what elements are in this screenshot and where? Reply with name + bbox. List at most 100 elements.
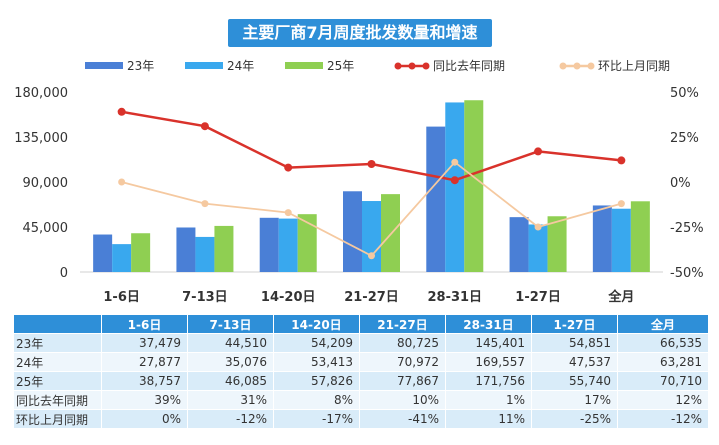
table-row-label: 25年 (13, 371, 102, 391)
table-header-cell: 1-27日 (531, 314, 618, 334)
line-point (617, 156, 626, 165)
bar (592, 205, 612, 272)
bar (630, 201, 650, 272)
legend-label: 同比去年同期 (433, 59, 505, 73)
line-point (367, 160, 376, 168)
line-point (201, 200, 209, 208)
table-cell: 77,867 (359, 371, 446, 391)
table-cell: 44,510 (187, 333, 274, 353)
chart-title: 主要厂商7月周度批发数量和增速 (228, 19, 492, 47)
legend-swatch (587, 62, 595, 70)
table-cell: -17% (273, 409, 360, 429)
table-row-label: 环比上月同期 (13, 409, 102, 429)
data-table: 1-6日 7-13日 14-20日 21-27日 28-31日 1-27日 全月 23年 37… (13, 314, 709, 429)
x-tick-label: 7-13日 (182, 290, 228, 305)
table-header-row: 1-6日 7-13日 14-20日 21-27日 28-31日 1-27日 全月 (13, 314, 709, 334)
table-header-cell: 7-13日 (187, 314, 274, 334)
table-row: 25年 38,757 46,085 57,826 77,867 171,756 55,740… (13, 371, 709, 391)
bar (112, 244, 132, 272)
table-cell: 0% (101, 409, 188, 429)
bar (343, 191, 362, 272)
table-cell: 46,085 (187, 371, 274, 391)
table-cell: 54,209 (273, 333, 360, 353)
bar (611, 208, 631, 272)
bar (464, 100, 484, 272)
table-cell: 10% (359, 390, 446, 410)
line-point (534, 147, 543, 156)
legend-swatch (422, 62, 430, 70)
bar (195, 236, 215, 272)
line-point (534, 223, 542, 231)
table-row: 同比去年同期 39% 31% 8% 10% 1% 17% 12% (13, 390, 709, 410)
legend-label: 环比上月同期 (598, 59, 670, 73)
table-cell: 70,972 (359, 352, 446, 372)
line-point (617, 200, 625, 208)
table-body: 23年 37,479 44,510 54,209 80,725 145,401 54,851… (13, 333, 709, 429)
table-header-cell: 1-6日 (101, 314, 188, 334)
y-left-tick-label: 0 (60, 266, 68, 281)
legend-label: 25年 (327, 59, 354, 73)
table-cell: 1% (445, 390, 532, 410)
table-row-label: 同比去年同期 (13, 390, 102, 410)
bar (528, 224, 548, 272)
table-cell: -41% (359, 409, 446, 429)
legend-swatch (573, 62, 581, 70)
bar (131, 233, 151, 272)
bar (297, 214, 317, 272)
bar (362, 201, 381, 272)
line-point (450, 176, 459, 185)
line-point (451, 158, 459, 166)
table-cell: 39% (101, 390, 188, 410)
table-cell: 35,076 (187, 352, 274, 372)
table-cell: 31% (187, 390, 274, 410)
x-tick-label: 28-31日 (427, 290, 482, 305)
line-point (284, 209, 292, 217)
line-point (117, 107, 126, 116)
table-cell: 169,557 (445, 352, 532, 372)
x-tick-label: 1-6日 (103, 290, 140, 305)
bar (509, 217, 529, 272)
y-right-tick-label: -50% (670, 266, 704, 281)
legend-label: 24年 (227, 59, 254, 73)
table-cell: 27,877 (101, 352, 188, 372)
bar (547, 216, 567, 272)
table-cell: 171,756 (445, 371, 532, 391)
legend-swatch (394, 62, 402, 70)
table-cell: -12% (187, 409, 274, 429)
legend-label: 23年 (127, 59, 154, 73)
table-cell: -25% (531, 409, 618, 429)
line-point (200, 122, 209, 131)
table-cell: 54,851 (531, 333, 618, 353)
table-header-cell: 全月 (617, 314, 709, 334)
legend-swatch (185, 62, 223, 69)
table-cell: 37,479 (101, 333, 188, 353)
y-left-tick-label: 45,000 (23, 221, 69, 236)
table-cell: 66,535 (617, 333, 709, 353)
table-row: 23年 37,479 44,510 54,209 80,725 145,401 54,851… (13, 333, 709, 353)
y-right-tick-label: 0% (670, 176, 691, 191)
bar (381, 194, 400, 272)
table-cell: 17% (531, 390, 618, 410)
table-cell: 11% (445, 409, 532, 429)
table-header-cell: 21-27日 (359, 314, 446, 334)
table-row-label: 24年 (13, 352, 102, 372)
table-cell: -12% (617, 409, 709, 429)
table-cell: 47,537 (531, 352, 618, 372)
bar (426, 126, 446, 272)
combo-chart: 0 45,000 90,000 135,000 180,000 -50% -25% 0% 25%… (14, 59, 704, 305)
table-cell: 53,413 (273, 352, 360, 372)
y-left-tick-label: 90,000 (23, 176, 69, 191)
legend-swatch (559, 62, 567, 70)
bar (278, 218, 298, 272)
legend-swatch (85, 62, 123, 69)
y-right-tick-label: 50% (670, 86, 699, 101)
line-point (118, 178, 126, 186)
table-row: 环比上月同期 0% -12% -17% -41% 11% -25% -12% (13, 409, 709, 429)
table-header-cell: 28-31日 (445, 314, 532, 334)
legend-swatch (285, 62, 323, 69)
table-cell: 63,281 (617, 352, 709, 372)
x-tick-label: 1-27日 (515, 290, 561, 305)
bar (445, 102, 465, 273)
table-cell: 55,740 (531, 371, 618, 391)
bar (259, 217, 279, 272)
